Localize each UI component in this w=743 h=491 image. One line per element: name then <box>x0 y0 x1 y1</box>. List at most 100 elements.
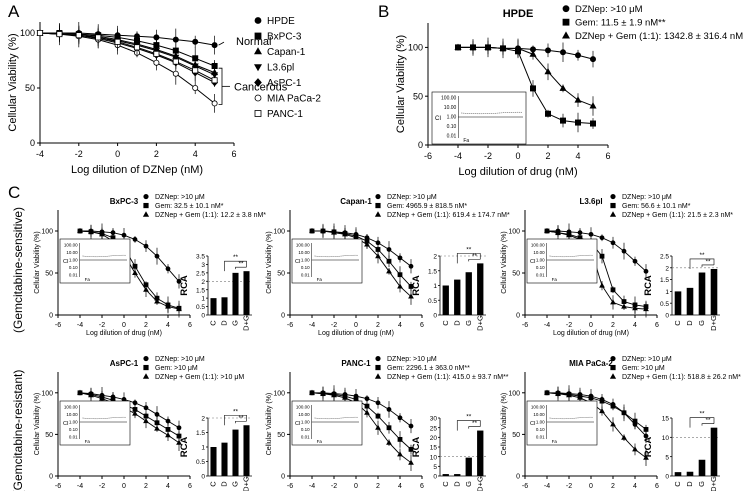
data-point <box>555 390 561 396</box>
data-point <box>154 253 160 259</box>
x-tick-label: 4 <box>575 151 580 161</box>
y-axis-label: Cellular Viability (%) <box>501 231 508 294</box>
rca-bar <box>465 272 472 315</box>
data-point <box>643 427 649 432</box>
rca-significance-label: ** <box>699 252 705 259</box>
panel-letter-b: B <box>378 2 389 21</box>
series-line <box>458 46 594 60</box>
inset-x-label: Fa <box>317 277 323 282</box>
legend-label: DZNep + Gem (1:1): 1342.8 ± 316.4 nM** <box>575 31 743 42</box>
rca-y-tick-label: 15 <box>662 416 670 423</box>
data-point <box>153 59 160 66</box>
rca-y-tick-label: 0.5 <box>660 301 669 308</box>
data-point <box>320 390 326 396</box>
y-axis-label: Cellular Viability (%) <box>266 393 273 456</box>
legend-label: DZNep + Gem (1:1): 415.0 ± 93.7 nM** <box>387 374 509 381</box>
y-axis-label: Cellular Viability (%) <box>501 393 508 456</box>
data-point <box>331 229 337 235</box>
y-tick-label: 100 <box>41 390 53 397</box>
rca-y-tick-label: 1.5 <box>428 268 437 275</box>
legend-label: DZNep: >10 μM <box>387 356 437 363</box>
data-point <box>408 423 414 429</box>
inset-x-label: Fa <box>463 138 469 144</box>
rca-category-label: D <box>452 481 461 487</box>
data-point <box>560 49 567 56</box>
x-tick-label: 2 <box>144 483 148 490</box>
inset-tick-label: 100.00 <box>296 243 310 248</box>
inset-tick-label: 0.10 <box>301 427 310 432</box>
legend-label: DZNep: >10 μM <box>155 194 205 201</box>
inset-tick-label: 0.01 <box>301 435 310 440</box>
rca-bar-chart: 0 0.5 1 1.5 2 C D G D+G **** RCA <box>179 408 252 491</box>
legend-marker <box>374 373 382 379</box>
data-point <box>77 227 83 234</box>
legend-label: DZNep: >10 μM <box>387 194 437 201</box>
row-label-sensitive: (Gemcitabine-sensitive) <box>11 207 25 333</box>
x-tick-label: -2 <box>566 322 572 329</box>
rca-bar <box>710 268 718 315</box>
data-point <box>610 287 616 293</box>
x-axis-label: Log dilution of DZNep (nM) <box>71 164 203 176</box>
series-line <box>40 32 215 46</box>
inset-tick-label: 10.00 <box>533 250 545 255</box>
data-point <box>154 412 160 417</box>
rca-category-label: D+G <box>475 315 484 331</box>
rca-bar <box>232 272 239 315</box>
inset-frame <box>526 238 598 284</box>
y-tick-label: 100 <box>408 43 423 53</box>
rca-bar-chart: 0 0.5 1 1.5 2 C D G D+G **** RCA <box>411 246 486 331</box>
x-tick-label: 6 <box>420 322 424 329</box>
rca-significance-bracket <box>456 253 481 264</box>
legend: DZNep: >10 μM Gem: 56.6 ± 10.1 nM* DZNep +… <box>609 193 733 219</box>
legend: DZNep: >10 μM Gem: 32.5 ± 10.1 nM* DZNep +… <box>142 193 266 219</box>
legend-marker <box>142 211 150 217</box>
data-point <box>386 425 392 431</box>
legend-label: Gem: 11.5 ± 1.9 nM** <box>575 18 666 29</box>
y-axis-label: Cellular Viability (%) <box>34 393 41 456</box>
rca-category-label: C <box>441 320 450 326</box>
data-point <box>192 85 199 92</box>
inset-tick-label: 10.00 <box>66 412 78 417</box>
rca-category-label: C <box>673 320 682 326</box>
data-point <box>153 50 160 57</box>
rca-y-tick-label: 2.5 <box>660 254 669 261</box>
data-point <box>397 415 403 421</box>
rca-y-tick-label: 5 <box>665 454 669 461</box>
rca-significance-bracket <box>224 414 247 426</box>
rca-y-tick-label: 0 <box>201 313 205 320</box>
data-point <box>192 38 199 45</box>
ci-inset: 100.00 10.00 1.00 0.10 0.01 CI Fa <box>59 400 131 446</box>
inset-tick-label: 0.01 <box>301 273 310 278</box>
y-tick-label: 0 <box>281 312 285 319</box>
x-tick-label: 0 <box>354 322 358 329</box>
data-point <box>574 96 582 103</box>
data-point <box>397 283 403 289</box>
rca-bar <box>243 271 250 315</box>
rca-bar <box>686 471 694 476</box>
data-point <box>621 299 627 304</box>
data-point <box>133 44 140 51</box>
y-tick-label: 50 <box>45 270 53 277</box>
ci-inset: 100.00 10.00 1.00 0.10 0.01 CI Fa <box>431 91 527 145</box>
rca-y-tick-label: 2 <box>201 416 205 423</box>
inset-y-label: CI <box>530 421 536 427</box>
x-tick-label: 2 <box>376 322 380 329</box>
data-point <box>172 58 179 65</box>
y-tick-label: 50 <box>512 432 520 439</box>
rca-significance-bracket <box>701 264 714 267</box>
data-point <box>375 413 381 419</box>
legend-label: Capan-1 <box>267 47 306 58</box>
data-point <box>320 227 326 234</box>
data-point <box>545 47 552 54</box>
data-point <box>364 403 370 409</box>
rca-significance-bracket <box>456 420 481 431</box>
data-point <box>544 389 550 395</box>
inset-tick-label: 1.00 <box>536 258 545 263</box>
data-point <box>408 263 414 269</box>
inset-frame <box>291 400 363 446</box>
series-line <box>547 230 647 272</box>
rca-bar-chart: 0 5 10 15 20 25 30 C D G D+G **** RCA <box>411 414 486 491</box>
legend-label: DZNep + Gem (1:1): 518.8 ± 26.2 nM* <box>622 374 741 381</box>
data-point <box>397 436 403 442</box>
